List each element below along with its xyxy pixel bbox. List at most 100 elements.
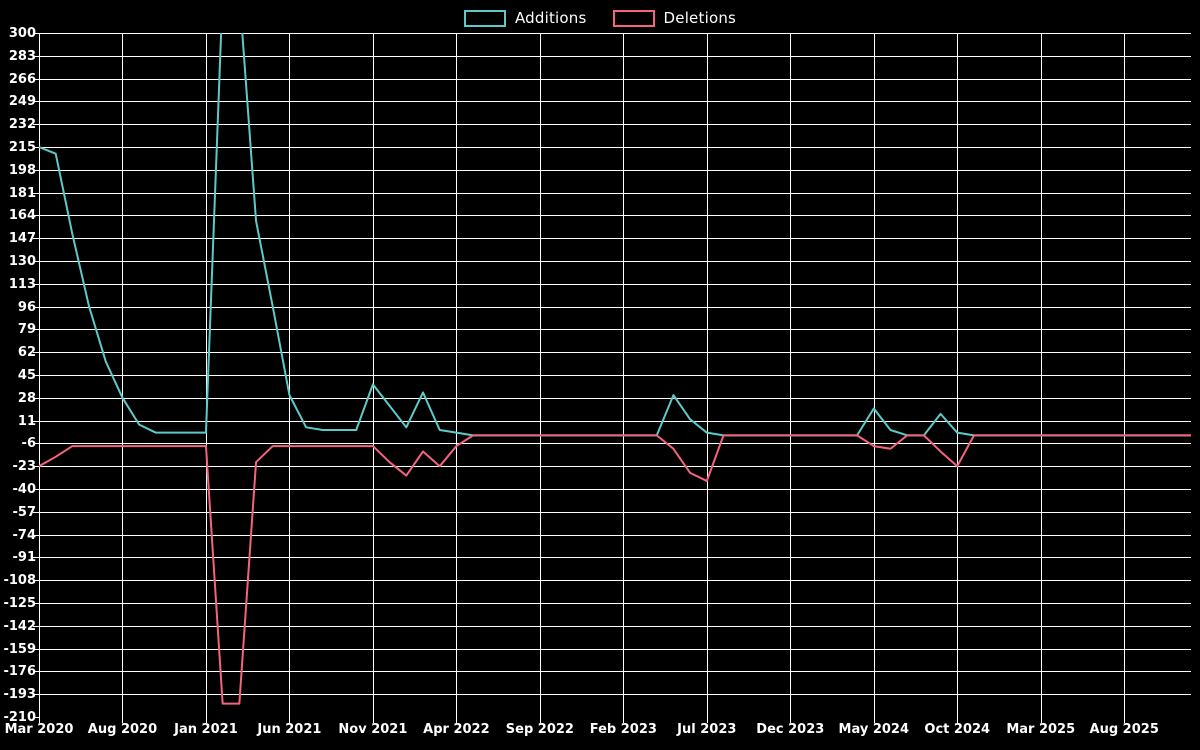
x-tick-mark (39, 717, 40, 723)
legend-entry-deletions[interactable]: Deletions (612, 9, 737, 27)
x-tick-mark (289, 717, 290, 723)
x-tick-mark (1124, 717, 1125, 723)
gridline-horizontal (39, 626, 1191, 627)
x-tick-label: Feb 2023 (589, 722, 657, 737)
y-tick-label: 79 (17, 322, 36, 338)
gridline-vertical (206, 33, 207, 717)
gridline-horizontal (39, 375, 1191, 376)
x-tick-mark (373, 717, 374, 723)
gridline-vertical (1041, 33, 1042, 717)
y-tick-label: -142 (3, 618, 36, 634)
y-tick-label: -108 (3, 573, 36, 589)
gridline-horizontal (39, 238, 1191, 239)
legend-entry-additions[interactable]: Additions (463, 8, 587, 27)
x-tick-mark (623, 717, 624, 723)
gridline-horizontal (39, 56, 1191, 57)
y-tick-label: -125 (3, 596, 36, 611)
y-tick-label: -23 (12, 459, 37, 475)
gridline-vertical (456, 33, 457, 717)
gridline-vertical (1124, 33, 1125, 717)
y-tick-label: 198 (8, 162, 36, 178)
gridline-horizontal (39, 421, 1191, 422)
gridline-horizontal (39, 443, 1191, 444)
gridline-vertical (790, 33, 791, 717)
x-tick-mark (456, 717, 457, 723)
y-tick-label: 266 (8, 71, 36, 87)
gridline-vertical (39, 33, 40, 717)
gridline-horizontal (39, 649, 1191, 650)
gridline-horizontal (39, 671, 1191, 672)
gridline-horizontal (39, 33, 1191, 34)
y-tick-label: -193 (3, 687, 36, 703)
x-tick-mark (122, 717, 123, 723)
series-line-additions (39, 33, 1191, 437)
x-tick-mark (540, 717, 541, 723)
series-line-deletions (39, 434, 1191, 705)
y-tick-label: 62 (17, 345, 36, 361)
x-tick-label: Mar 2025 (1006, 722, 1076, 737)
y-tick-label: 96 (17, 299, 36, 315)
legend-label-additions: Additions (514, 8, 587, 27)
y-tick-label: 113 (8, 276, 36, 292)
x-tick-label: Aug 2025 (1089, 722, 1159, 737)
y-tick-label: 283 (8, 48, 36, 64)
y-tick-label: 11 (17, 413, 36, 429)
y-tick-label: 147 (8, 231, 36, 247)
gridline-horizontal (39, 329, 1191, 330)
gridline-horizontal (39, 398, 1191, 399)
gridline-vertical (623, 33, 624, 717)
gridline-horizontal (39, 124, 1191, 125)
gridline-horizontal (39, 694, 1191, 695)
gridline-horizontal (39, 79, 1191, 80)
y-tick-label: 28 (17, 390, 36, 406)
series-lines (39, 33, 1191, 705)
y-tick-label: -57 (12, 504, 37, 520)
y-tick-label: -6 (21, 436, 36, 452)
gridline-horizontal (39, 352, 1191, 353)
gridline-horizontal (39, 170, 1191, 171)
gridline-horizontal (39, 466, 1191, 467)
gridline-horizontal (39, 535, 1191, 536)
gridline-horizontal (39, 284, 1191, 285)
chart-legend: Additions Deletions (0, 4, 1200, 32)
gridline-horizontal (39, 215, 1191, 216)
x-tick-mark (874, 717, 875, 723)
gridline-horizontal (39, 580, 1191, 581)
gridline-vertical (957, 33, 958, 717)
gridline-horizontal (39, 193, 1191, 194)
y-tick-label: 181 (8, 185, 36, 201)
x-tick-label: May 2024 (838, 722, 910, 737)
gridline-vertical (289, 33, 290, 717)
gridline-vertical (122, 33, 123, 717)
gridline-horizontal (39, 557, 1191, 558)
y-tick-label: 249 (8, 94, 36, 110)
x-tick-label: Jul 2023 (677, 722, 737, 737)
gridline-vertical (373, 33, 374, 717)
y-tick-label: -74 (12, 527, 37, 543)
x-tick-mark (957, 717, 958, 723)
y-tick-label: 215 (8, 140, 36, 155)
y-tick-label: -40 (12, 482, 37, 497)
x-tick-label: Oct 2024 (924, 722, 991, 737)
gridline-vertical (874, 33, 875, 717)
y-tick-label: -91 (12, 550, 37, 566)
gridline-horizontal (39, 603, 1191, 604)
x-tick-mark (790, 717, 791, 723)
x-tick-mark (707, 717, 708, 723)
x-tick-label: Sep 2022 (505, 722, 574, 737)
y-tick-label: 130 (8, 254, 36, 269)
x-tick-label: Apr 2022 (423, 722, 490, 737)
x-tick-label: Mar 2020 (4, 722, 74, 737)
gridline-vertical (540, 33, 541, 717)
x-tick-label: Dec 2023 (756, 722, 825, 737)
legend-swatch-deletions (612, 9, 655, 27)
x-tick-label: Nov 2021 (338, 722, 408, 737)
x-tick-mark (206, 717, 207, 723)
gridline-horizontal (39, 147, 1191, 148)
y-tick-label: 45 (17, 368, 36, 383)
y-tick-label: 232 (8, 117, 36, 133)
gridline-horizontal (39, 261, 1191, 262)
gridline-horizontal (39, 512, 1191, 513)
gridline-horizontal (39, 489, 1191, 490)
